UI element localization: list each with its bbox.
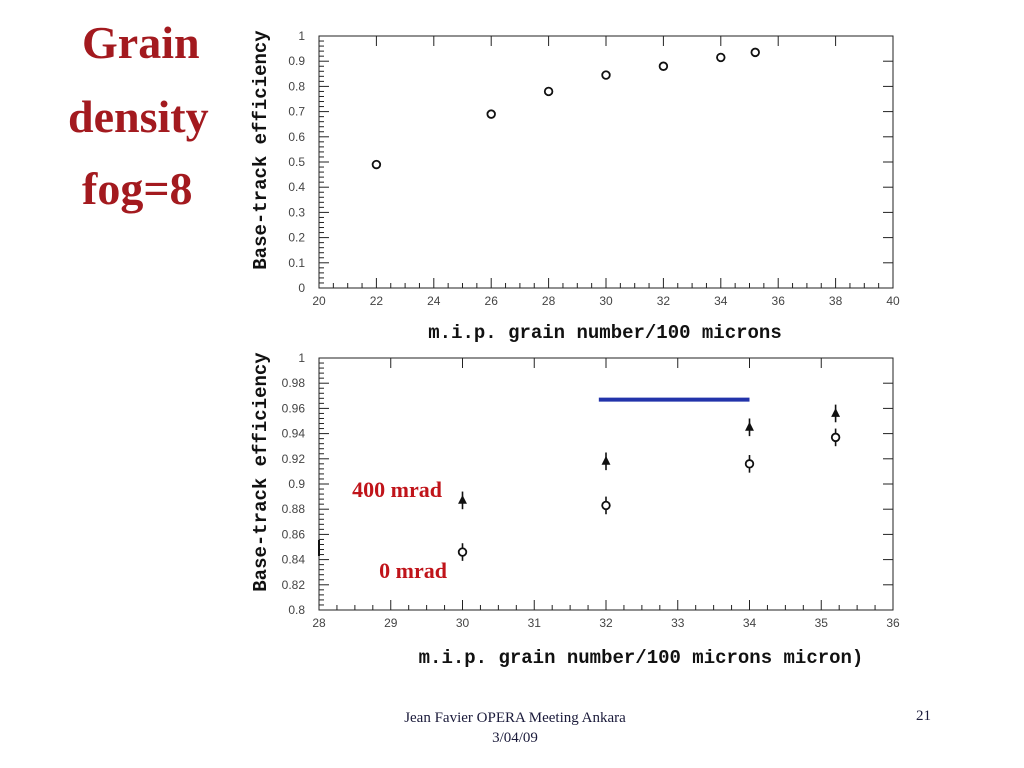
bottom-series-0-point — [831, 408, 841, 417]
bottom-series-1-point — [744, 459, 755, 469]
slide-title-line-3: fog=8 — [82, 163, 193, 214]
top-series-0-point — [486, 109, 496, 119]
bottom-xtick-label: 33 — [671, 616, 685, 630]
top-ytick-label: 0.5 — [288, 155, 305, 169]
bottom-ytick-label: 0.8 — [288, 603, 305, 617]
bottom-xtick-label: 28 — [312, 616, 326, 630]
bottom-xtick-label: 30 — [456, 616, 470, 630]
top-series-0-point — [371, 159, 382, 170]
chart-bottom: 28 29 30 31 32 33 34 35 36 0.8 0.82 0.84 0.86 0.88 0.9… — [250, 351, 900, 669]
top-xtick-label: 22 — [370, 294, 384, 308]
bottom-xtick-label: 35 — [815, 616, 829, 630]
footer-text-line-2: 3/04/09 — [492, 730, 538, 746]
bottom-xtick-label: 36 — [886, 616, 900, 630]
top-series-0-point — [601, 70, 611, 80]
bottom-series-1-point — [601, 500, 611, 511]
bottom-ytick-label: 0.94 — [282, 427, 306, 441]
bottom-xtick-label: 32 — [599, 616, 613, 630]
top-xtick-label: 38 — [829, 294, 843, 308]
bottom-annotation-0: 400 mrad — [352, 477, 442, 502]
top-series-0-point — [543, 86, 554, 97]
top-ytick-label: 0.2 — [288, 231, 305, 245]
top-series-0-point — [716, 52, 726, 63]
top-series-0-point — [658, 61, 669, 71]
top-xtick-label: 40 — [886, 294, 900, 308]
top-ytick-label: 0.1 — [288, 256, 305, 270]
top-ytick-label: 1 — [298, 29, 305, 43]
bottom-y-axis-title: Base-track efficiency — [250, 352, 272, 592]
bottom-xtick-label: 34 — [743, 616, 757, 630]
chart-top: 20 22 24 26 28 30 32 34 36 38 40 0 0.1 0.2 0.3 0.4 0.5 0.… — [250, 29, 900, 344]
bottom-ytick-label: 0.86 — [282, 527, 306, 541]
bottom-series-0-point — [745, 421, 754, 431]
bottom-ytick-label: 0.92 — [282, 452, 306, 466]
bottom-annotation-1: 0 mrad — [379, 558, 447, 583]
top-xtick-label: 20 — [312, 294, 326, 308]
top-x-axis-title: m.i.p. grain number/100 microns — [428, 322, 781, 344]
top-xtick-label: 34 — [714, 294, 728, 308]
footer-text-line-1: Jean Favier OPERA Meeting Ankara — [404, 710, 626, 726]
top-y-axis-title: Base-track efficiency — [250, 30, 272, 270]
top-xtick-label: 28 — [542, 294, 556, 308]
top-ytick-label: 0.9 — [288, 54, 305, 68]
top-xtick-label: 26 — [485, 294, 499, 308]
top-series-0-point — [750, 47, 760, 58]
top-ytick-label: 0.6 — [288, 130, 305, 144]
bottom-series-0-point — [601, 455, 611, 465]
top-xtick-label: 36 — [772, 294, 786, 308]
bottom-xtick-label: 31 — [528, 616, 542, 630]
bottom-ytick-label: 0.82 — [282, 578, 306, 592]
bottom-ytick-label: 0.84 — [282, 553, 306, 567]
bottom-series-1-point — [457, 547, 468, 557]
charts-canvas: 20 22 24 26 28 30 32 34 36 38 40 0 0.1 0.2 0.3 0.4 0.5 0.… — [250, 29, 900, 669]
slide-title-line-2: density — [68, 91, 209, 142]
top-ytick-label: 0 — [298, 281, 305, 295]
bottom-ytick-label: 0.98 — [282, 376, 306, 390]
footer-text: Jean Favier OPERA Meeting Ankara 3/04/09 — [345, 708, 685, 748]
bottom-ytick-label: 0.88 — [282, 502, 306, 516]
slide-title-line-1: Grain — [82, 17, 200, 68]
page-number: 21 — [916, 708, 931, 724]
bottom-ytick-label: 0.9 — [288, 477, 305, 491]
bottom-xtick-label: 29 — [384, 616, 398, 630]
top-xtick-label: 30 — [599, 294, 613, 308]
top-xtick-label: 24 — [427, 294, 441, 308]
top-xtick-label: 32 — [657, 294, 671, 308]
top-ytick-label: 0.8 — [288, 79, 305, 93]
top-ytick-label: 0.7 — [288, 105, 305, 119]
bottom-series-1-point — [830, 432, 841, 443]
bottom-series-0-point — [458, 494, 467, 504]
bottom-x-axis-title: m.i.p. grain number/100 microns micron) — [419, 647, 864, 669]
top-ytick-label: 0.4 — [288, 180, 305, 194]
top-ytick-label: 0.3 — [288, 205, 305, 219]
bottom-ytick-label: 1 — [298, 351, 305, 365]
bottom-ytick-label: 0.96 — [282, 401, 306, 415]
